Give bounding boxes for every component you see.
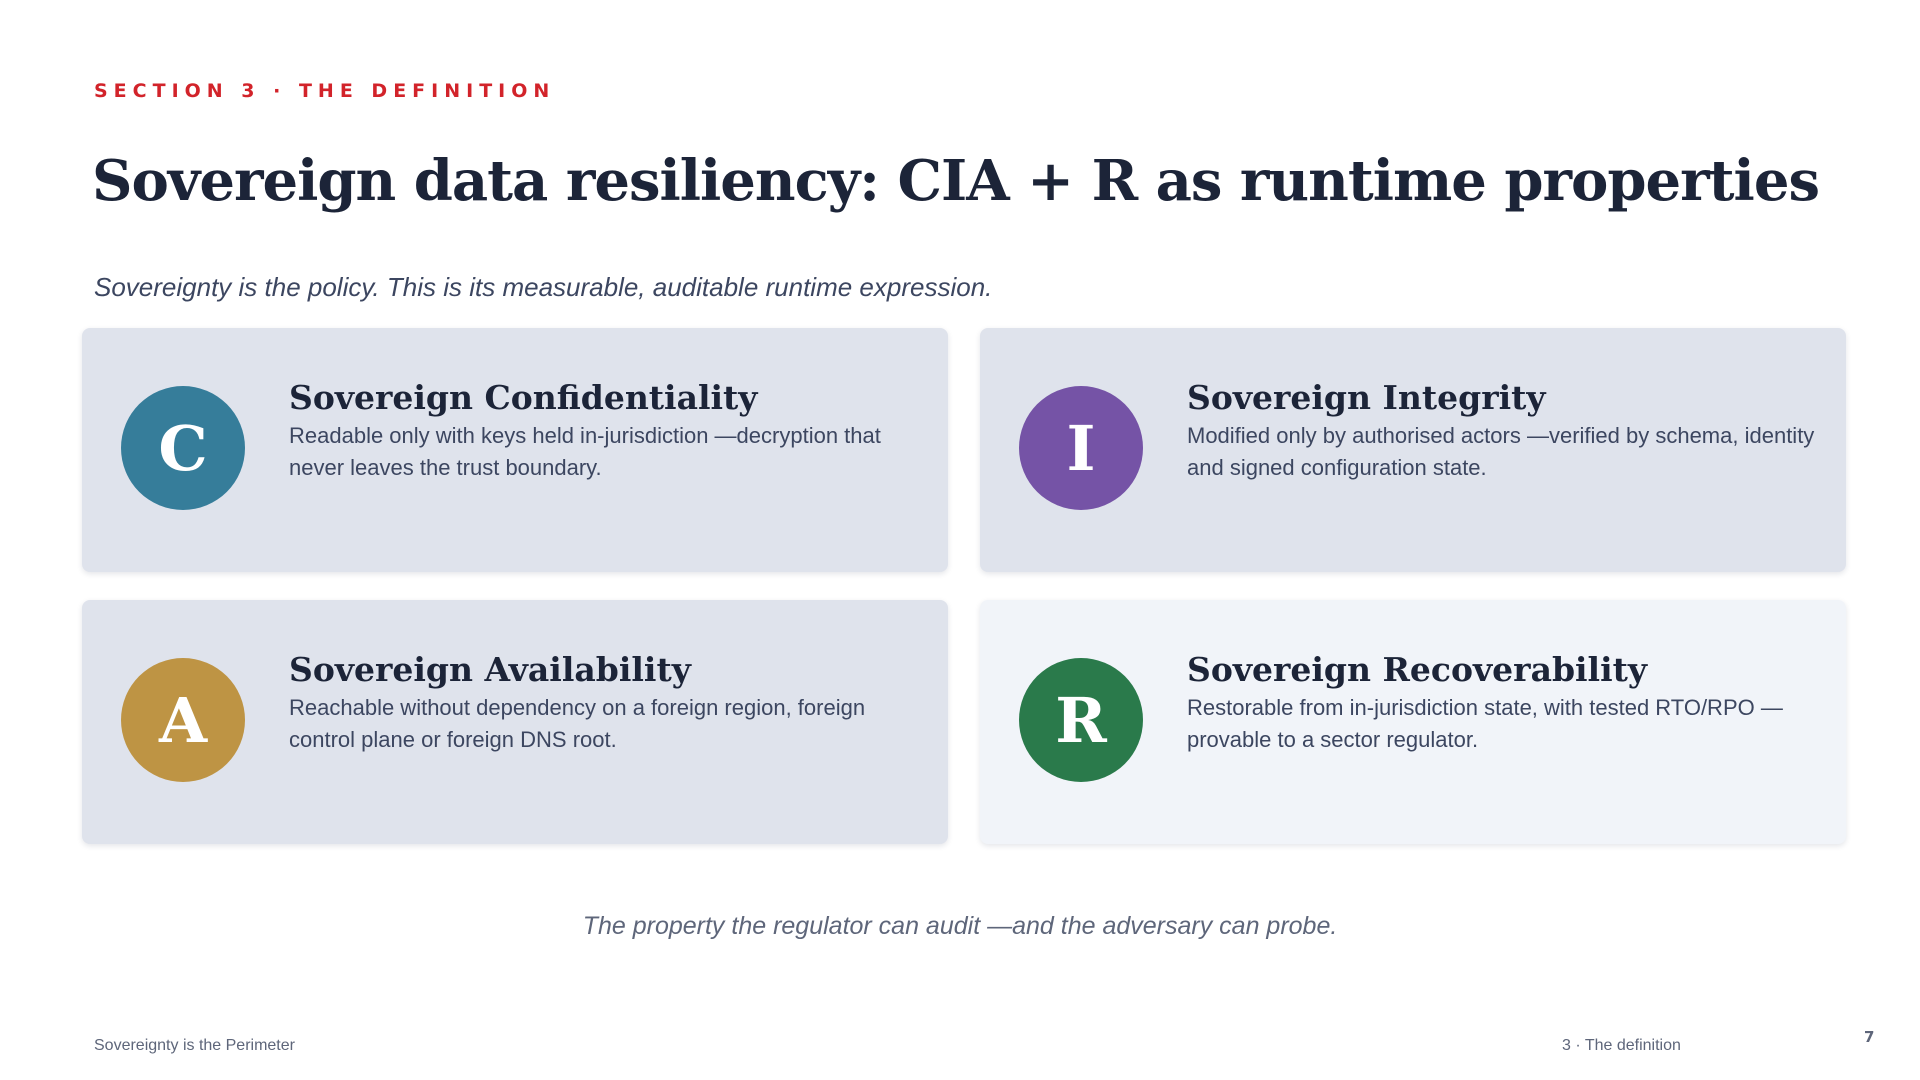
section-label: SECTION 3 · THE DEFINITION [94, 80, 556, 102]
card-recoverability: R Sovereign Recoverability Restorable fr… [980, 600, 1846, 844]
footer-section-name: 3 · The definition [1562, 1037, 1681, 1054]
card-description: Modified only by authorised actors —veri… [1187, 423, 1815, 480]
card-title: Sovereign Confidentiality [289, 378, 758, 417]
footer-deck-title: Sovereignty is the Perimeter [94, 1037, 295, 1054]
letter-a-badge-icon: A [121, 658, 245, 782]
letter-c-badge-icon: C [121, 386, 245, 510]
closing-tagline: The property the regulator can audit —an… [582, 912, 1338, 940]
card-description: Restorable from in-jurisdiction state, w… [1187, 695, 1783, 752]
card-description: Reachable without dependency on a foreig… [289, 695, 866, 752]
card-confidentiality: C Sovereign Confidentiality Readable onl… [82, 328, 948, 572]
card-description: Readable only with keys held in-jurisdic… [289, 423, 881, 480]
card-title: Sovereign Recoverability [1187, 650, 1648, 689]
slide-title: Sovereign data resiliency: CIA + R as ru… [92, 148, 1820, 214]
card-integrity: I Sovereign Integrity Modified only by a… [980, 328, 1846, 572]
slide-subtitle: Sovereignty is the policy. This is its m… [94, 272, 993, 302]
card-title: Sovereign Availability [289, 650, 691, 689]
card-title: Sovereign Integrity [1187, 378, 1546, 417]
letter-r-badge-icon: R [1019, 658, 1143, 782]
letter-i-badge-icon: I [1019, 386, 1143, 510]
card-availability: A Sovereign Availability Reachable witho… [82, 600, 948, 844]
page-number: 7 [1864, 1028, 1875, 1046]
